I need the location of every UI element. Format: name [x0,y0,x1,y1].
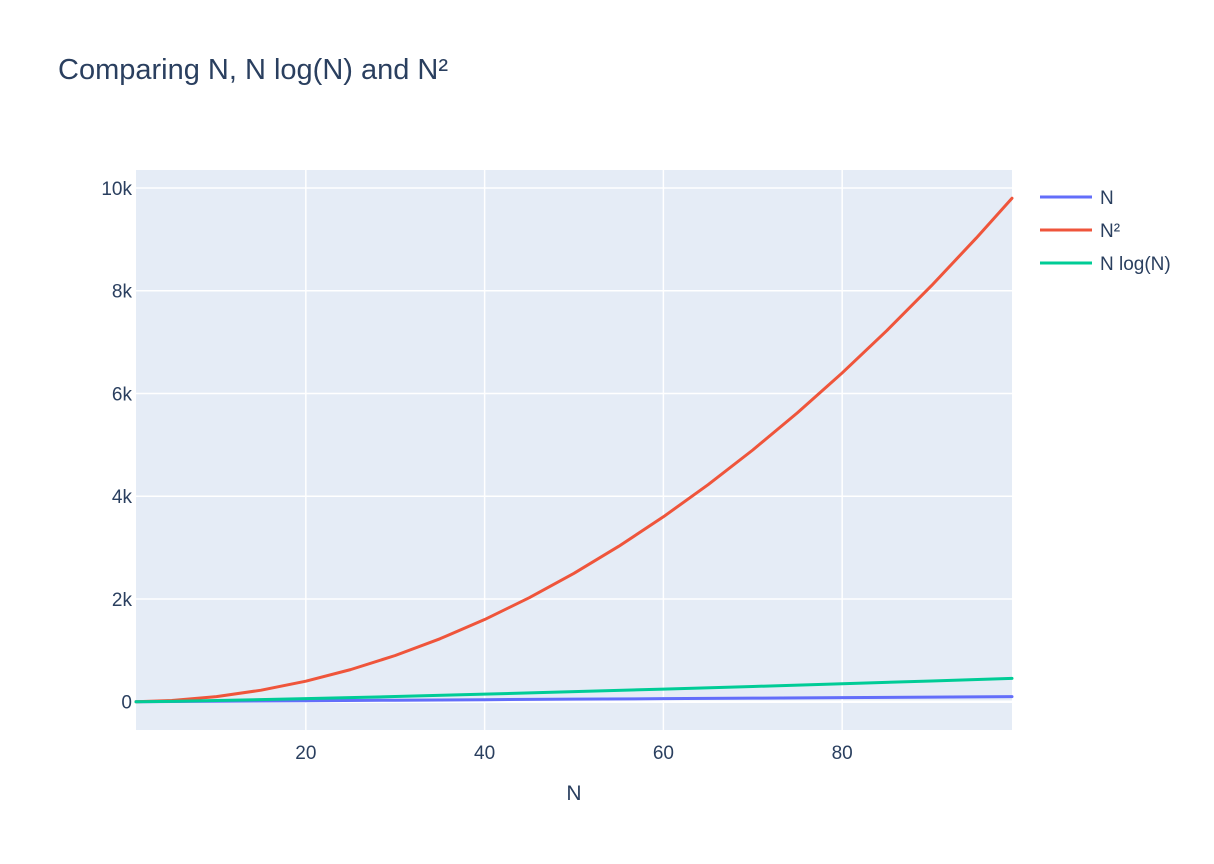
y-tick-label: 6k [112,384,133,405]
series-line-2[interactable] [134,676,1014,704]
x-tick-label: 60 [653,743,674,764]
series-line-1[interactable] [134,196,1014,704]
y-tick-label: 8k [112,282,133,303]
legend-label: N² [1100,221,1120,242]
chart-title: Comparing N, N log(N) and N² [58,54,449,86]
x-tick-label: 40 [474,743,495,764]
grid-layer [136,170,1012,730]
plot-area[interactable] [136,170,1012,730]
y-tick-label: 4k [112,487,133,508]
x-axis-title: N [566,782,581,805]
y-tick-label: 0 [121,693,132,714]
legend-label: N log(N) [1100,254,1171,275]
legend-label: N [1100,188,1114,209]
series-layer [134,196,1014,704]
legend-item[interactable]: N log(N) [1040,254,1171,275]
legend: N N² N log(N) [1040,188,1171,275]
ticks-layer: 20 40 60 80 0 2k 4k 6k 8k 10k [101,179,852,764]
y-tick-label: 10k [101,179,132,200]
y-tick-label: 2k [112,590,133,611]
x-tick-label: 20 [295,743,316,764]
legend-item[interactable]: N [1040,188,1114,209]
legend-item[interactable]: N² [1040,221,1120,242]
x-tick-label: 80 [832,743,853,764]
